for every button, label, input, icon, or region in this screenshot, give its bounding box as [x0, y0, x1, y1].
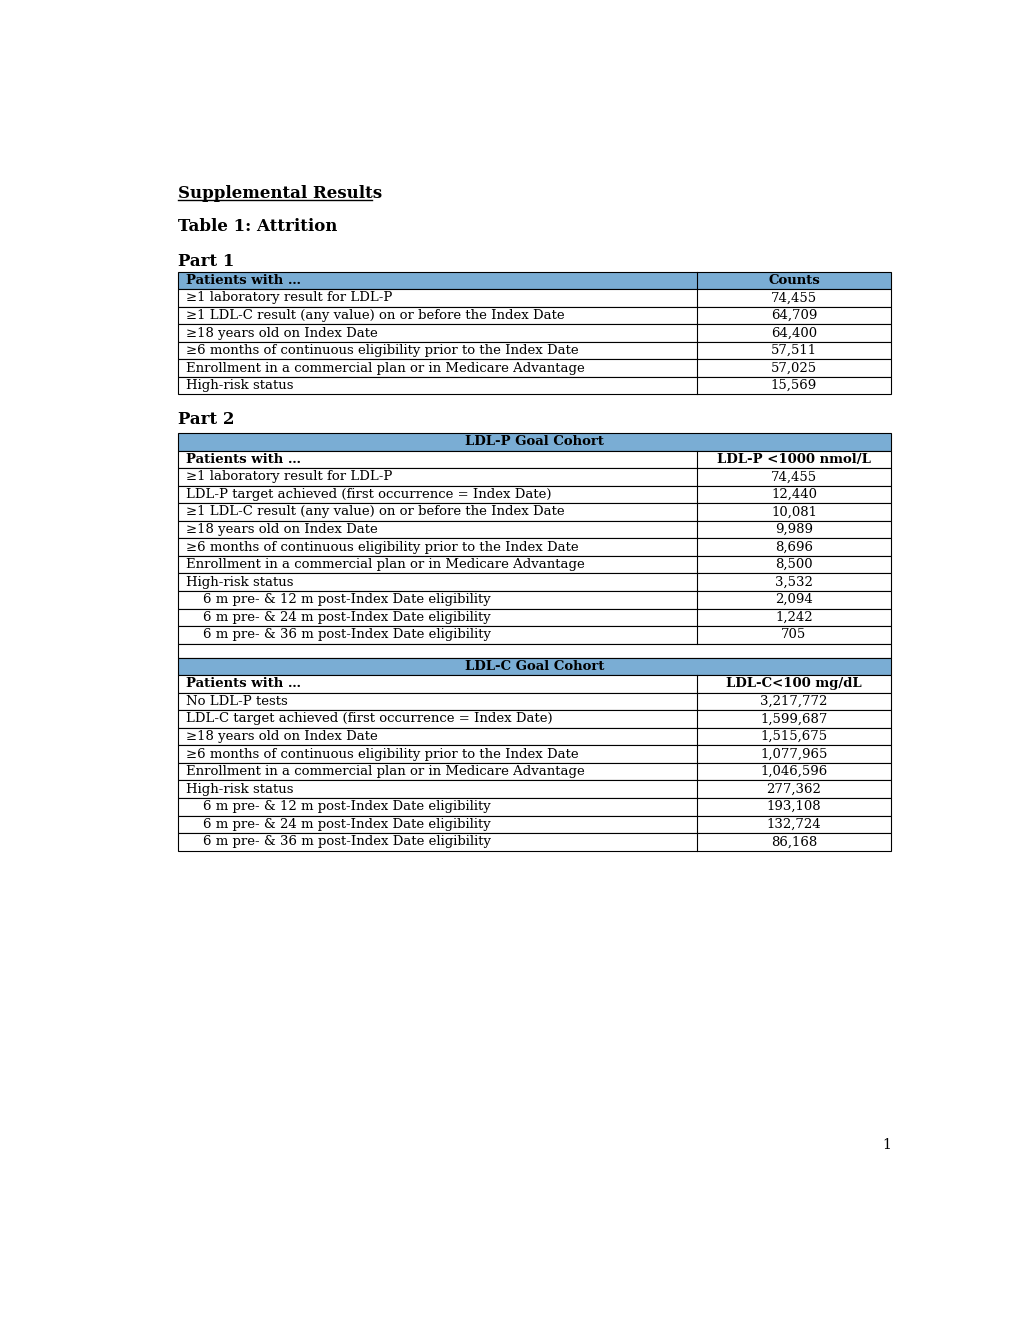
Text: 8,500: 8,500 — [774, 558, 812, 572]
Text: 64,400: 64,400 — [770, 326, 816, 339]
Text: Enrollment in a commercial plan or in Medicare Advantage: Enrollment in a commercial plan or in Me… — [185, 766, 584, 777]
Text: Counts: Counts — [767, 273, 819, 286]
Text: 1,077,965: 1,077,965 — [759, 747, 826, 760]
Text: Part 2: Part 2 — [177, 412, 234, 429]
Text: LDL-P target achieved (first occurrence = Index Date): LDL-P target achieved (first occurrence … — [185, 488, 550, 500]
Bar — [177, 539, 890, 556]
Text: LDL-P <1000 nmol/L: LDL-P <1000 nmol/L — [716, 453, 870, 466]
Text: 277,362: 277,362 — [766, 783, 820, 796]
Text: 9,989: 9,989 — [774, 523, 812, 536]
Text: ≥6 months of continuous eligibility prior to the Index Date: ≥6 months of continuous eligibility prio… — [185, 345, 578, 358]
Bar — [177, 816, 890, 833]
Bar — [177, 433, 890, 450]
Text: Supplemental Results: Supplemental Results — [177, 185, 382, 202]
Bar — [177, 780, 890, 799]
Text: ≥1 laboratory result for LDL-P: ≥1 laboratory result for LDL-P — [185, 292, 391, 305]
Text: ≥1 LDL-C result (any value) on or before the Index Date: ≥1 LDL-C result (any value) on or before… — [185, 506, 564, 519]
Bar — [177, 626, 890, 644]
Text: 1,046,596: 1,046,596 — [759, 766, 826, 777]
Text: Enrollment in a commercial plan or in Medicare Advantage: Enrollment in a commercial plan or in Me… — [185, 362, 584, 375]
Bar — [177, 378, 890, 395]
Text: 57,511: 57,511 — [770, 345, 816, 358]
Text: 6 m pre- & 12 m post-Index Date eligibility: 6 m pre- & 12 m post-Index Date eligibil… — [185, 800, 490, 813]
Bar — [177, 591, 890, 609]
Text: 64,709: 64,709 — [770, 309, 816, 322]
Text: 2,094: 2,094 — [774, 593, 812, 606]
Text: Patients with …: Patients with … — [185, 677, 301, 690]
Bar — [177, 342, 890, 359]
Bar — [177, 727, 890, 746]
Text: LDL-C target achieved (first occurrence = Index Date): LDL-C target achieved (first occurrence … — [185, 713, 551, 726]
Text: ≥18 years old on Index Date: ≥18 years old on Index Date — [185, 523, 377, 536]
Text: ≥6 months of continuous eligibility prior to the Index Date: ≥6 months of continuous eligibility prio… — [185, 747, 578, 760]
Text: 6 m pre- & 36 m post-Index Date eligibility: 6 m pre- & 36 m post-Index Date eligibil… — [185, 836, 490, 849]
Bar — [177, 486, 890, 503]
Text: 1,242: 1,242 — [774, 611, 812, 624]
Bar — [177, 306, 890, 325]
Text: 8,696: 8,696 — [774, 541, 812, 553]
Bar — [177, 710, 890, 727]
Text: LDL-C Goal Cohort: LDL-C Goal Cohort — [465, 660, 603, 673]
Text: ≥18 years old on Index Date: ≥18 years old on Index Date — [185, 326, 377, 339]
Text: LDL-P Goal Cohort: LDL-P Goal Cohort — [465, 436, 603, 449]
Text: 74,455: 74,455 — [770, 470, 816, 483]
Text: 6 m pre- & 24 m post-Index Date eligibility: 6 m pre- & 24 m post-Index Date eligibil… — [185, 611, 490, 624]
Text: 6 m pre- & 36 m post-Index Date eligibility: 6 m pre- & 36 m post-Index Date eligibil… — [185, 628, 490, 642]
Bar — [177, 325, 890, 342]
Text: 6 m pre- & 24 m post-Index Date eligibility: 6 m pre- & 24 m post-Index Date eligibil… — [185, 818, 490, 830]
Bar — [177, 609, 890, 626]
Bar — [177, 833, 890, 850]
Bar — [177, 469, 890, 486]
Text: Patients with …: Patients with … — [185, 453, 301, 466]
Bar — [177, 675, 890, 693]
Bar — [177, 556, 890, 573]
Text: ≥6 months of continuous eligibility prior to the Index Date: ≥6 months of continuous eligibility prio… — [185, 541, 578, 553]
Text: 12,440: 12,440 — [770, 488, 816, 500]
Bar — [177, 450, 890, 469]
Bar — [177, 503, 890, 521]
Text: 10,081: 10,081 — [770, 506, 816, 519]
Text: ≥18 years old on Index Date: ≥18 years old on Index Date — [185, 730, 377, 743]
Text: Enrollment in a commercial plan or in Medicare Advantage: Enrollment in a commercial plan or in Me… — [185, 558, 584, 572]
Text: High-risk status: High-risk status — [185, 576, 292, 589]
Bar — [177, 359, 890, 378]
Text: 86,168: 86,168 — [770, 836, 816, 849]
Bar — [177, 289, 890, 306]
Text: LDL-C<100 mg/dL: LDL-C<100 mg/dL — [726, 677, 861, 690]
Text: 1: 1 — [881, 1138, 890, 1151]
Bar — [177, 573, 890, 591]
Text: High-risk status: High-risk status — [185, 379, 292, 392]
Text: Patients with …: Patients with … — [185, 273, 301, 286]
Text: 57,025: 57,025 — [770, 362, 816, 375]
Text: 705: 705 — [781, 628, 806, 642]
Text: Part 1: Part 1 — [177, 253, 234, 271]
Bar — [177, 657, 890, 675]
Bar — [177, 272, 890, 289]
Text: 3,217,772: 3,217,772 — [759, 694, 826, 708]
Bar — [177, 521, 890, 539]
Text: Table 1: Attrition: Table 1: Attrition — [177, 219, 337, 235]
Text: 15,569: 15,569 — [770, 379, 816, 392]
Text: 1,515,675: 1,515,675 — [760, 730, 826, 743]
Text: High-risk status: High-risk status — [185, 783, 292, 796]
Bar — [177, 763, 890, 780]
Text: 193,108: 193,108 — [766, 800, 820, 813]
Bar — [177, 693, 890, 710]
Text: 132,724: 132,724 — [766, 818, 820, 830]
Bar — [177, 746, 890, 763]
Text: 3,532: 3,532 — [774, 576, 812, 589]
Bar — [177, 644, 890, 657]
Text: No LDL-P tests: No LDL-P tests — [185, 694, 287, 708]
Text: 74,455: 74,455 — [770, 292, 816, 305]
Text: ≥1 laboratory result for LDL-P: ≥1 laboratory result for LDL-P — [185, 470, 391, 483]
Bar — [177, 799, 890, 816]
Text: 1,599,687: 1,599,687 — [759, 713, 826, 726]
Text: ≥1 LDL-C result (any value) on or before the Index Date: ≥1 LDL-C result (any value) on or before… — [185, 309, 564, 322]
Text: 6 m pre- & 12 m post-Index Date eligibility: 6 m pre- & 12 m post-Index Date eligibil… — [185, 593, 490, 606]
